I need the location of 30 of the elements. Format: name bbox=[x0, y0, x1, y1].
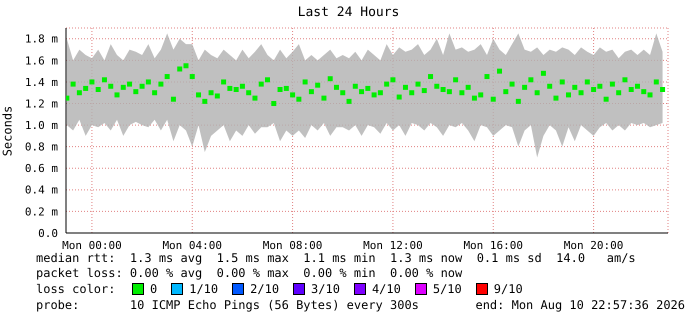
y-tick-label: 1.0 m bbox=[24, 119, 58, 132]
y-tick-label: 0.8 m bbox=[24, 140, 58, 154]
y-tick-label: 0.4 m bbox=[24, 184, 58, 197]
text: packet loss: 0.00 % avg 0.00 % max 0.00 % min 0.00 % now bbox=[36, 266, 462, 280]
legend-title: loss color: bbox=[36, 282, 116, 296]
x-tick-label: Mon 20:00 bbox=[564, 238, 624, 252]
y-tick-label: 1.2 m bbox=[24, 97, 58, 110]
legend-label: 9/10 bbox=[494, 282, 523, 296]
text: median rtt: 1.3 ms avg 1.5 ms max 1.1 ms min 1.3 ms now 0.1 ms sd 14.0 am/s bbox=[36, 251, 636, 265]
legend-label: 0 bbox=[150, 282, 158, 296]
y-axis-title: Seconds bbox=[0, 105, 14, 156]
legend-label: 5/10 bbox=[432, 282, 462, 296]
chart-title: Last 24 Hours bbox=[296, 5, 400, 20]
y-tick-label: 1.4 m bbox=[24, 76, 58, 89]
x-tick-label: Mon 00:00 bbox=[62, 238, 122, 252]
y-tick-label: 1.6 m bbox=[24, 54, 58, 68]
y-tick-label: 0.6 m bbox=[24, 162, 58, 176]
legend-label: 4/10 bbox=[372, 282, 401, 296]
legend-label: 3/10 bbox=[311, 282, 340, 296]
legend-label: 2/10 bbox=[250, 282, 280, 296]
x-tick-label: Mon 08:00 bbox=[262, 238, 322, 252]
text: end: Mon Aug 10 22:57:36 2026 bbox=[475, 298, 685, 312]
y-tick-label: 0.0 bbox=[38, 226, 58, 240]
x-tick-label: Mon 04:00 bbox=[162, 238, 222, 252]
x-tick-label: Mon 16:00 bbox=[463, 238, 524, 252]
legend-label: 1/10 bbox=[189, 282, 218, 296]
x-tick-label: Mon 12:00 bbox=[363, 238, 423, 252]
y-tick-label: 0.2 m bbox=[24, 205, 58, 218]
y-tick-label: 1.8 m bbox=[24, 32, 58, 46]
text: probe: 10 ICMP Echo Pings (56 Bytes) every 300s bbox=[36, 298, 419, 312]
